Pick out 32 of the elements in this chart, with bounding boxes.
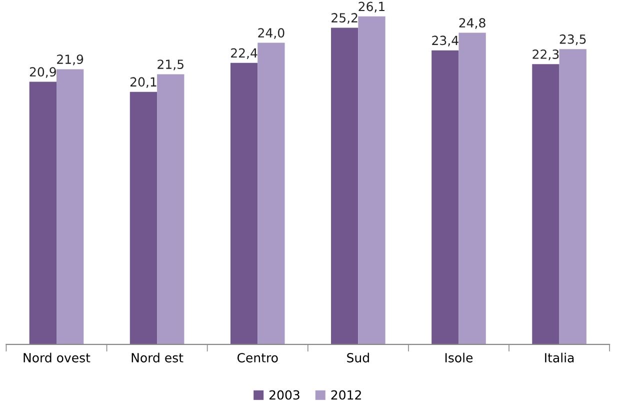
x-tick-label: Italia <box>545 352 574 362</box>
bar <box>458 32 486 344</box>
bar <box>130 92 158 344</box>
data-label: 22,4 <box>231 48 258 59</box>
bar <box>532 64 560 344</box>
data-label: 23,4 <box>432 36 458 46</box>
bar <box>56 69 84 344</box>
legend-label: 2003 <box>269 390 300 400</box>
data-label: 21,5 <box>158 60 184 70</box>
bar <box>29 82 56 344</box>
data-label: 21,9 <box>57 54 84 66</box>
data-label: 20,9 <box>30 67 56 78</box>
x-tick-label: Sud <box>347 352 369 362</box>
x-tick-label: Nord ovest <box>24 352 90 362</box>
x-tick-label: Nord est <box>132 352 184 362</box>
x-tick-label: Centro <box>237 353 278 362</box>
data-label: 25,2 <box>332 13 358 24</box>
data-label: 22,3 <box>532 50 559 60</box>
bar <box>258 42 285 344</box>
bar <box>157 74 184 344</box>
bar <box>559 49 586 344</box>
legend-label: 2012 <box>331 390 361 400</box>
data-label: 24,8 <box>459 18 486 29</box>
bar <box>432 50 459 344</box>
data-label: 24,0 <box>258 28 284 39</box>
bar <box>358 16 386 344</box>
data-label: 23,5 <box>560 34 586 46</box>
x-tick-label: Isole <box>445 352 473 362</box>
data-label: 26,1 <box>358 2 385 12</box>
bar <box>230 62 258 344</box>
data-label: 20,1 <box>130 77 156 88</box>
bar <box>331 28 358 344</box>
